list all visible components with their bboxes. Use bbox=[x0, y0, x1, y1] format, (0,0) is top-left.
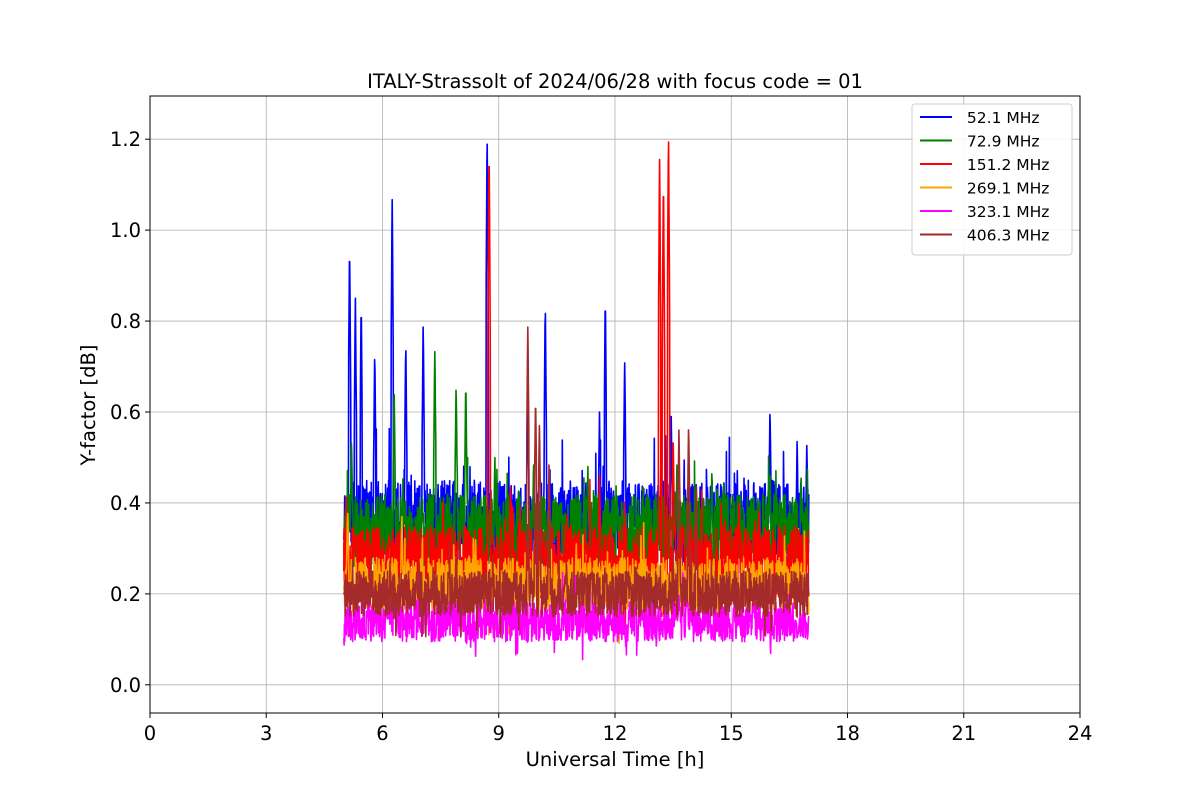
y-tick-label: 0.0 bbox=[110, 674, 141, 697]
legend-box bbox=[911, 103, 1073, 256]
y-tick-label: 0.2 bbox=[110, 583, 141, 606]
y-tick-label: 1.0 bbox=[110, 219, 141, 242]
y-tick-label: 0.4 bbox=[110, 492, 141, 515]
x-tick-label: 6 bbox=[376, 722, 388, 745]
series-layer bbox=[343, 141, 810, 661]
x-tick-label: 21 bbox=[951, 722, 976, 745]
x-tick-label: 0 bbox=[144, 722, 156, 745]
y-axis-label: Y-factor [dB] bbox=[77, 345, 100, 467]
y-tick-label: 1.2 bbox=[110, 128, 141, 151]
legend-label: 72.9 MHz bbox=[962, 133, 1040, 151]
x-tick-label: 9 bbox=[493, 722, 505, 745]
x-axis-label: Universal Time [h] bbox=[526, 748, 705, 771]
legend-label: 151.2 MHz bbox=[962, 156, 1049, 174]
chart-title: ITALY-Strassolt of 2024/06/28 with focus… bbox=[367, 70, 863, 93]
y-tick-label: 0.6 bbox=[110, 401, 141, 424]
x-tick-label: 18 bbox=[835, 722, 860, 745]
legend-label: 323.1 MHz bbox=[962, 203, 1049, 221]
x-axis: 0 3 6 9 12 15 18 21 24 bbox=[144, 713, 1093, 745]
x-tick-label: 15 bbox=[719, 722, 744, 745]
y-tick-label: 0.8 bbox=[110, 310, 141, 333]
x-tick-label: 12 bbox=[603, 722, 628, 745]
x-tick-label: 3 bbox=[260, 722, 272, 745]
legend-label: 52.1 MHz bbox=[962, 109, 1040, 127]
y-axis: 0.0 0.2 0.4 0.6 0.8 1.0 1.2 bbox=[110, 128, 150, 697]
series-line-5 bbox=[343, 326, 810, 638]
legend-label: 269.1 MHz bbox=[962, 180, 1049, 198]
legend-label: 406.3 MHz bbox=[962, 227, 1049, 245]
legend: 52.1 MHz 72.9 MHz 151.2 MHz 269.1 MHz 32… bbox=[911, 103, 1073, 256]
x-tick-label: 24 bbox=[1068, 722, 1093, 745]
